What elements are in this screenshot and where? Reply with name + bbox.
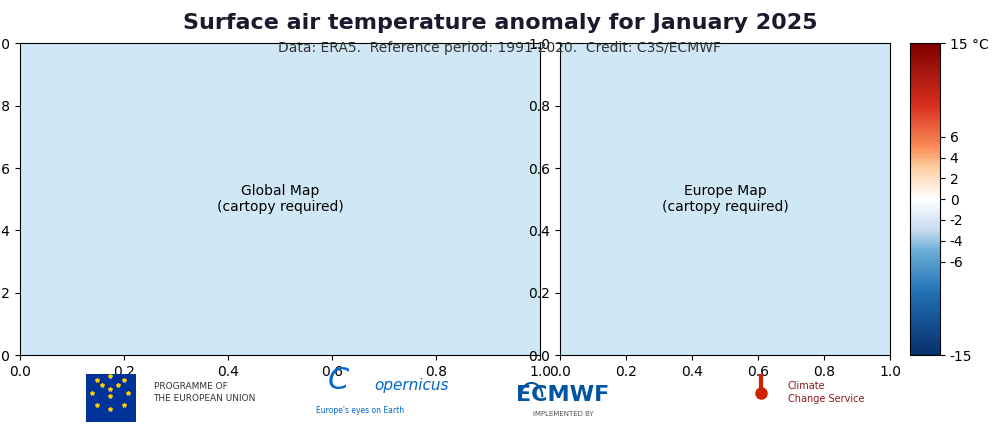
Text: Global Map
(cartopy required): Global Map (cartopy required) <box>217 184 343 214</box>
Text: IMPLEMENTED BY: IMPLEMENTED BY <box>533 411 593 417</box>
Text: Europe's eyes on Earth: Europe's eyes on Earth <box>316 407 405 415</box>
Text: Data: ERA5.  Reference period: 1991-2020.  Credit: C3S/ECMWF: Data: ERA5. Reference period: 1991-2020.… <box>278 41 722 55</box>
Text: PROGRAMME OF
THE EUROPEAN UNION: PROGRAMME OF THE EUROPEAN UNION <box>154 382 256 403</box>
Text: C: C <box>327 365 349 394</box>
Text: Europe Map
(cartopy required): Europe Map (cartopy required) <box>662 184 788 214</box>
Text: Climate
Change Service: Climate Change Service <box>788 381 864 404</box>
Text: Surface air temperature anomaly for January 2025: Surface air temperature anomaly for Janu… <box>183 13 817 33</box>
Text: ECMWF: ECMWF <box>516 385 610 405</box>
Text: opernicus: opernicus <box>374 378 449 393</box>
FancyBboxPatch shape <box>86 374 136 422</box>
